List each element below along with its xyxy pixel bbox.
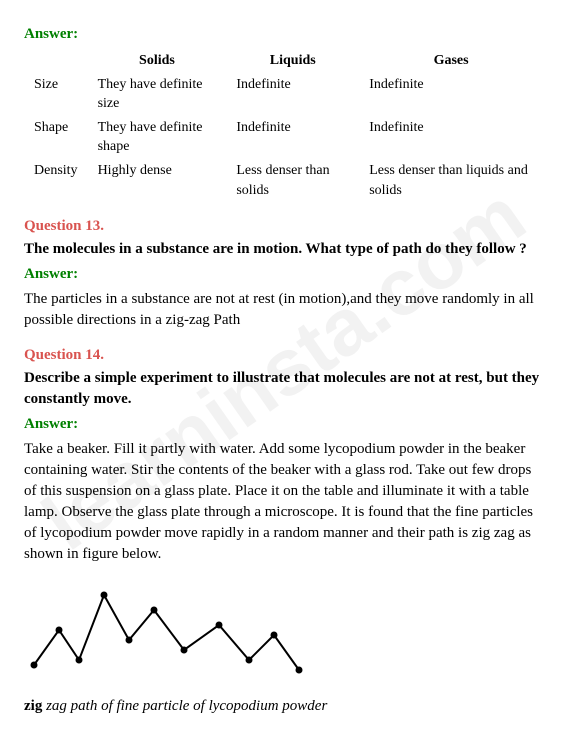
table-cell: Density (24, 159, 88, 202)
table-header-row: Solids Liquids Gases (24, 49, 543, 73)
question-14-label: Question 14. (24, 345, 543, 366)
question-14-answer-label: Answer: (24, 414, 543, 435)
table-row: Size They have definite size Indefinite … (24, 73, 543, 116)
table-row: Shape They have definite shape Indefinit… (24, 116, 543, 159)
table-cell: Indefinite (359, 73, 543, 116)
table-header-solids: Solids (88, 49, 227, 73)
question-13-answer-label: Answer: (24, 264, 543, 285)
question-13-answer-text: The particles in a substance are not at … (24, 289, 543, 331)
zigzag-path-svg (24, 575, 314, 685)
table-cell: Indefinite (359, 116, 543, 159)
table-header-blank (24, 49, 88, 73)
table-header-gases: Gases (359, 49, 543, 73)
question-14-answer-text: Take a beaker. Fill it partly with water… (24, 439, 543, 565)
table-header-liquids: Liquids (226, 49, 359, 73)
table-row: Density Highly dense Less denser than so… (24, 159, 543, 202)
question-14-text: Describe a simple experiment to illustra… (24, 368, 543, 410)
table-cell: Shape (24, 116, 88, 159)
table-cell: Highly dense (88, 159, 227, 202)
top-answer-label: Answer: (24, 24, 543, 45)
table-cell: Size (24, 73, 88, 116)
table-cell: They have definite size (88, 73, 227, 116)
states-comparison-table: Solids Liquids Gases Size They have defi… (24, 49, 543, 202)
table-cell: Less denser than solids (226, 159, 359, 202)
zigzag-figure: zig zag path of fine particle of lycopod… (24, 575, 543, 717)
figure-caption: zig zag path of fine particle of lycopod… (24, 696, 543, 717)
table-cell: They have definite shape (88, 116, 227, 159)
caption-italic: zag path of fine particle of lycopodium … (42, 698, 327, 714)
question-13-text: The molecules in a substance are in moti… (24, 239, 543, 260)
caption-bold: zig (24, 698, 42, 714)
table-cell: Indefinite (226, 73, 359, 116)
question-13-label: Question 13. (24, 216, 543, 237)
table-cell: Less denser than liquids and solids (359, 159, 543, 202)
table-cell: Indefinite (226, 116, 359, 159)
